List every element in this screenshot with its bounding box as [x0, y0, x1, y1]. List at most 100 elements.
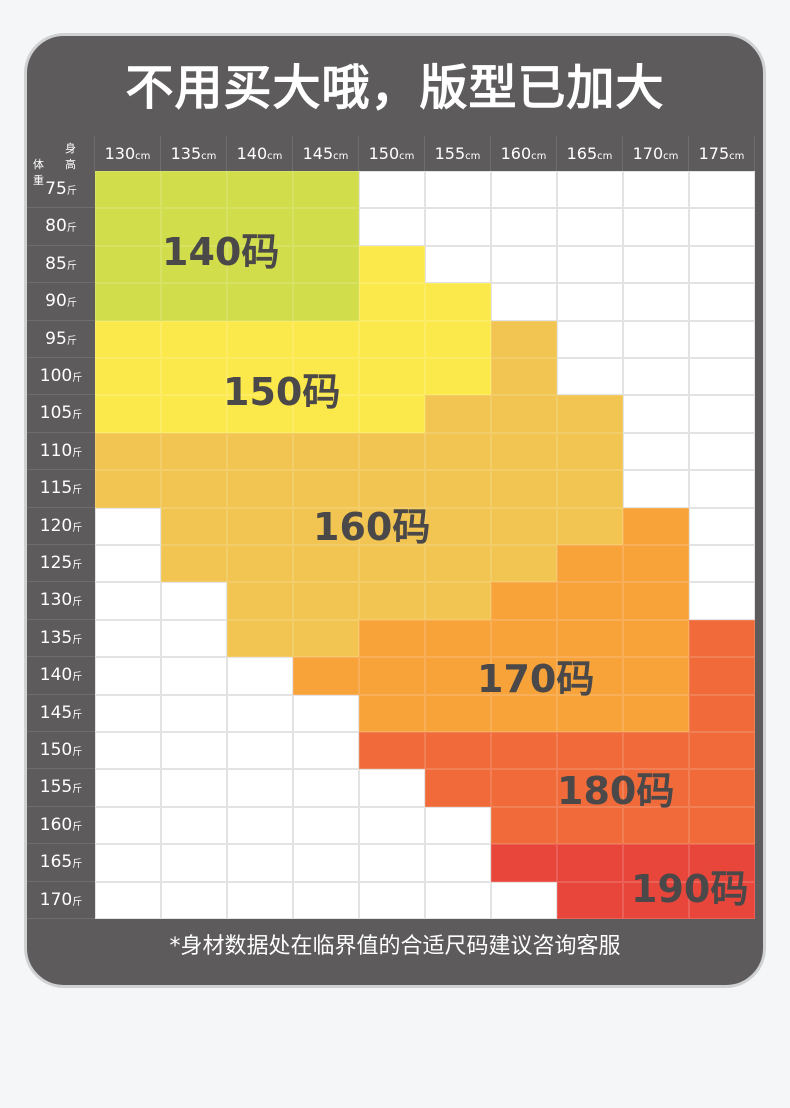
size-cell: [293, 320, 359, 358]
size-cell: [293, 694, 359, 732]
size-label-160: 160码: [313, 505, 431, 549]
size-cell: [491, 507, 557, 545]
size-cell: [557, 283, 623, 321]
size-cell: [161, 470, 227, 508]
size-cell: [491, 245, 557, 284]
size-cell: [557, 657, 623, 695]
size-cell: [161, 806, 227, 845]
size-cell: [227, 432, 293, 471]
size-cell: [359, 245, 425, 284]
size-cell: [425, 395, 491, 433]
size-cell: [623, 171, 689, 209]
size-cell: [161, 507, 227, 545]
size-cell: [623, 806, 689, 845]
size-cell: [623, 844, 689, 882]
size-cell: [293, 358, 359, 396]
size-label-180: 180码: [557, 769, 675, 813]
size-cell: [359, 358, 425, 396]
size-cell: [227, 844, 293, 882]
size-cell: [623, 545, 689, 583]
size-cell: [491, 881, 557, 919]
size-cell: [425, 283, 491, 321]
size-cell: [161, 208, 227, 246]
size-cell: [161, 245, 227, 284]
size-cell: [491, 657, 557, 695]
size-cell: [359, 732, 425, 770]
size-cell: [359, 545, 425, 583]
size-cell: [161, 395, 227, 433]
size-cell: [557, 806, 623, 845]
weight-row-label-105: 105斤: [27, 395, 95, 433]
size-cell: [557, 395, 623, 433]
weight-row-label-100: 100斤: [27, 358, 95, 396]
size-cell: [623, 358, 689, 396]
size-cell: [227, 881, 293, 919]
size-cell: [689, 732, 755, 770]
size-cell: [557, 470, 623, 508]
size-cell: [293, 582, 359, 620]
size-cell: [557, 358, 623, 396]
size-cell: [491, 582, 557, 620]
size-cell: [293, 545, 359, 583]
size-cell: [425, 806, 491, 845]
height-header-170: 170cm: [623, 136, 689, 171]
size-cell: [689, 694, 755, 732]
size-cell: [491, 395, 557, 433]
height-header-165: 165cm: [557, 136, 623, 171]
size-cell: [293, 507, 359, 545]
size-cell: [557, 320, 623, 358]
weight-row-label-80: 80斤: [27, 208, 95, 246]
size-cell: [623, 694, 689, 732]
size-cell: [689, 171, 755, 209]
height-header-135: 135cm: [161, 136, 227, 171]
footer-note: *身材数据处在临界值的合适尺码建议咨询客服: [169, 934, 621, 959]
size-cell: [359, 171, 425, 209]
size-cell: [293, 844, 359, 882]
size-cell: [227, 358, 293, 396]
size-label-170: 170码: [477, 657, 595, 701]
size-cell: [623, 470, 689, 508]
weight-row-label-125: 125斤: [27, 545, 95, 583]
size-cell: [161, 283, 227, 321]
size-cell: [425, 320, 491, 358]
size-cell: [623, 245, 689, 284]
size-cell: [161, 881, 227, 919]
size-cell: [623, 320, 689, 358]
size-cell: [227, 545, 293, 583]
size-cell: [293, 208, 359, 246]
corner-divider: [27, 136, 95, 171]
size-cell: [161, 657, 227, 695]
size-cell: [491, 694, 557, 732]
size-cell: [161, 694, 227, 732]
size-cell: [557, 208, 623, 246]
size-cell: [491, 470, 557, 508]
size-cell: [623, 582, 689, 620]
size-cell: [689, 507, 755, 545]
size-cell: [623, 769, 689, 807]
size-cell: [359, 283, 425, 321]
size-cell: [491, 769, 557, 807]
size-cell: [425, 881, 491, 919]
size-cell: [689, 545, 755, 583]
size-cell: [425, 694, 491, 732]
size-cell: [557, 844, 623, 882]
size-cell: [227, 732, 293, 770]
size-cell: [557, 694, 623, 732]
size-cell: [359, 806, 425, 845]
size-cell: [95, 470, 161, 508]
weight-row-label-120: 120斤: [27, 508, 95, 545]
size-cell: [689, 470, 755, 508]
size-cell: [227, 694, 293, 732]
size-cell: [425, 171, 491, 209]
size-cell: [95, 432, 161, 471]
size-cell: [491, 545, 557, 583]
size-cell: [491, 844, 557, 882]
size-cell: [425, 432, 491, 471]
size-cell: [359, 769, 425, 807]
size-cell: [95, 507, 161, 545]
size-cell: [359, 507, 425, 545]
size-cell: [557, 582, 623, 620]
size-cell: [425, 582, 491, 620]
size-cell: [359, 657, 425, 695]
weight-row-label-135: 135斤: [27, 620, 95, 658]
